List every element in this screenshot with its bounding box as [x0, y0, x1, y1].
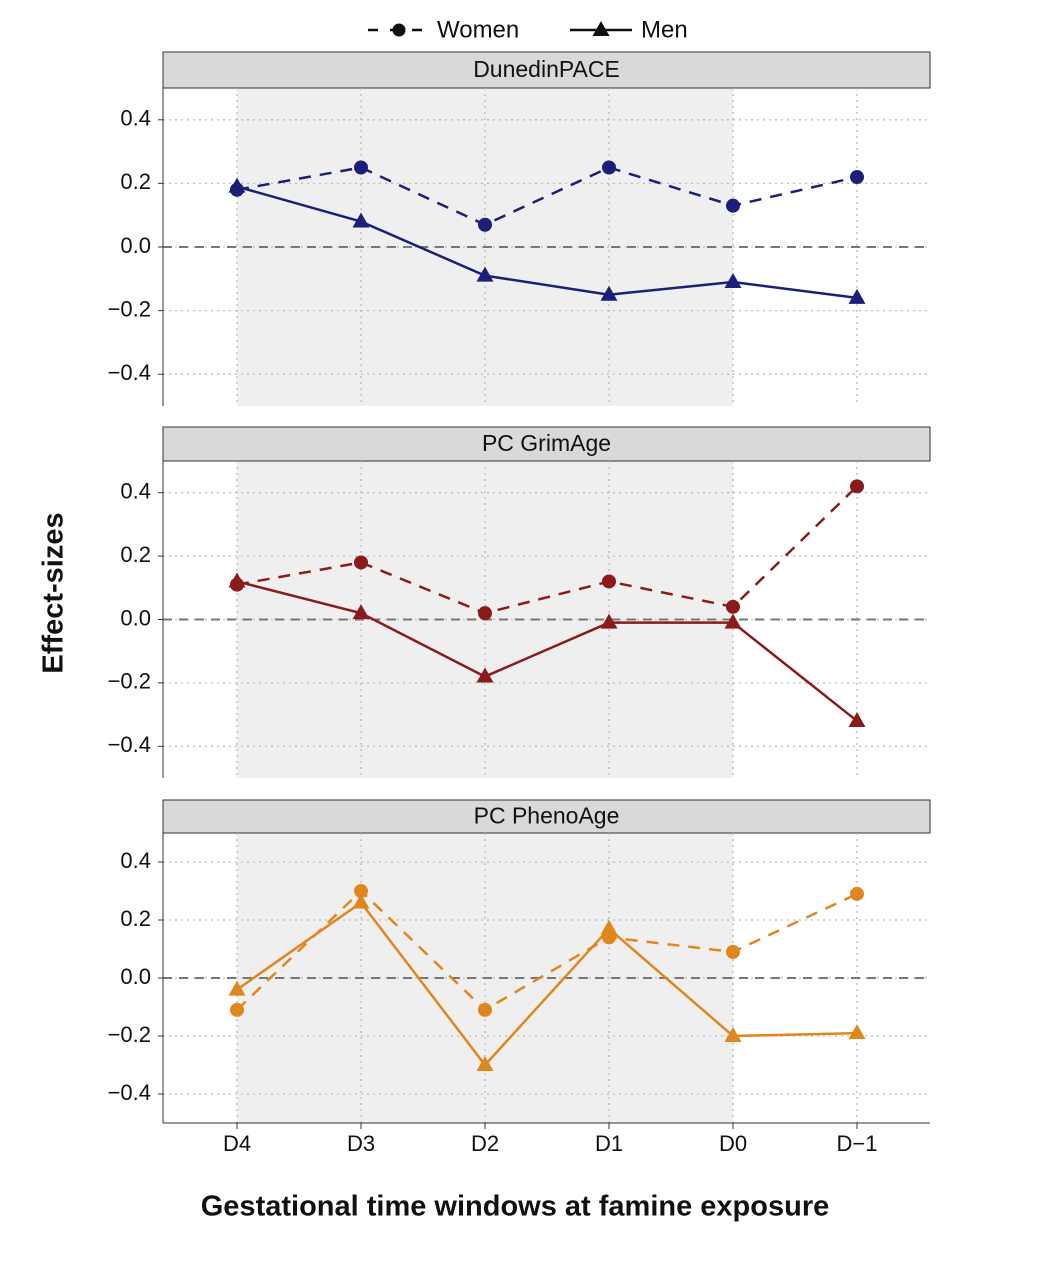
y-tick-label: 0.4: [120, 479, 151, 504]
legend-marker: [592, 21, 610, 36]
x-tick-label: D0: [719, 1131, 747, 1156]
series-line: [236, 185, 858, 300]
series-line: [236, 485, 858, 615]
y-tick-label: −0.4: [108, 360, 151, 385]
point: [228, 177, 246, 193]
point: [602, 574, 616, 589]
point: [726, 599, 740, 614]
point: [478, 217, 492, 232]
point: [476, 266, 494, 282]
x-tick-label: D4: [223, 1131, 251, 1156]
point: [228, 980, 246, 996]
point: [850, 170, 864, 185]
x-tick-label: D2: [471, 1131, 499, 1156]
y-tick-label: 0.4: [120, 106, 151, 131]
point: [354, 555, 368, 570]
y-tick-label: 0.0: [120, 233, 151, 258]
strip-title: PC PhenoAge: [474, 803, 620, 829]
strip: [162, 51, 931, 89]
point: [476, 1056, 494, 1071]
point: [600, 613, 618, 629]
point: [724, 613, 742, 629]
point: [478, 606, 492, 621]
point: [352, 893, 370, 909]
point: [352, 212, 370, 228]
x-tick-label: D3: [347, 1131, 375, 1156]
point: [476, 667, 494, 683]
legend-marker: [392, 23, 406, 37]
x-tick-label: D1: [595, 1131, 623, 1156]
strip-title: DunedinPACE: [473, 56, 620, 82]
point: [724, 272, 742, 288]
legend-label: Women: [437, 16, 519, 43]
y-tick-label: −0.2: [108, 1022, 151, 1047]
point: [726, 944, 740, 959]
point: [848, 711, 866, 727]
y-axis-title: Effect-sizes: [38, 512, 70, 673]
y-tick-label: 0.4: [120, 848, 151, 873]
point: [602, 160, 616, 175]
series-line: [236, 580, 858, 722]
point: [352, 604, 370, 620]
x-tick-label: D−1: [837, 1131, 878, 1156]
y-tick-label: 0.0: [120, 964, 151, 989]
point: [600, 919, 618, 935]
point: [478, 1002, 492, 1017]
point: [354, 160, 368, 175]
series-line: [236, 889, 858, 1012]
y-tick-label: −0.2: [108, 669, 151, 694]
point: [850, 886, 864, 901]
point: [726, 198, 740, 213]
series-line: [236, 166, 858, 227]
strip-title: PC GrimAge: [482, 430, 611, 456]
point: [848, 1024, 866, 1040]
y-tick-label: −0.4: [108, 732, 151, 757]
point: [228, 572, 246, 588]
y-tick-label: 0.0: [120, 605, 151, 630]
strip: [162, 799, 931, 834]
point: [354, 884, 368, 898]
y-tick-label: 0.2: [120, 542, 151, 567]
y-tick-label: 0.2: [120, 169, 151, 194]
point: [600, 285, 618, 301]
legend-label: Men: [641, 16, 688, 43]
point: [848, 288, 866, 304]
series-line: [236, 900, 858, 1067]
point: [850, 479, 864, 494]
x-axis-title: Gestational time windows at famine expos…: [201, 1191, 829, 1223]
y-tick-label: −0.4: [108, 1080, 151, 1105]
y-tick-label: 0.2: [120, 906, 151, 931]
y-tick-label: −0.2: [108, 296, 151, 321]
point: [724, 1027, 742, 1042]
strip: [162, 426, 931, 462]
point: [230, 1002, 244, 1017]
